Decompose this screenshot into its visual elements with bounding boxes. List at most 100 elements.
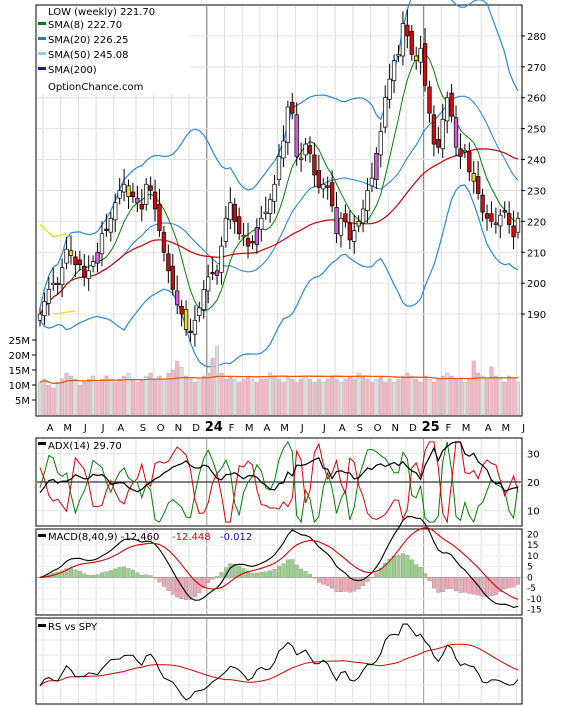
macd-hist-bar [86,574,91,578]
volume-bar [334,378,339,416]
macd-hist-bar [157,577,162,583]
candle-body [506,213,512,225]
macd-hist-bar [170,577,175,595]
candle-body [303,143,308,156]
volume-bar [440,375,445,416]
legend-swatch [38,37,46,40]
candle-body [241,234,246,238]
volume-bar [175,360,180,416]
x-tick-label: 24 [205,420,223,435]
volume-bar [272,375,277,416]
volume-bar [427,378,432,416]
volume-bar [144,375,149,416]
volume-bar [77,384,82,416]
y-tick-label: 260 [527,94,546,105]
candle-body [86,270,91,279]
candle-body [502,210,507,213]
candle-body [365,190,370,211]
candle-body [55,282,60,286]
volume-bar [161,378,166,416]
candle-body [95,251,100,264]
macd-hist-bar [263,571,268,578]
y-tick-label: 30 [527,449,540,460]
volume-bar [516,381,520,416]
volume-bar [383,381,388,416]
macd-hist-bar [369,577,374,579]
x-tick-label: M [462,423,471,434]
volume-bar [511,378,516,416]
macd-hist-bar [303,571,308,578]
y-tick-label: 220 [527,217,546,228]
x-tick-label: J [521,423,525,434]
volume-bar [321,381,326,416]
volume-bar [436,378,441,416]
rs-line [39,623,519,701]
x-tick-label: M [280,423,289,434]
candle-body [117,190,122,199]
adx-line [39,441,519,493]
candle-body [157,204,162,231]
candle-body [360,208,366,224]
y-tick-label: 15 [527,541,538,551]
volume-tick-label: 5M [15,396,30,407]
y-tick-label: 20 [527,478,540,489]
x-tick-label: N [175,423,182,434]
x-tick-label: M [502,423,511,434]
volume-bar [316,378,321,416]
volume-bar [197,378,202,416]
candle-body [170,265,175,290]
macd-hist-bar [308,573,312,578]
volume-bar [100,378,104,416]
volume-bar [108,378,113,416]
macd-hist-bar [343,577,348,592]
macd-hist-bar [396,555,401,578]
macd-hist-bar [250,572,255,578]
candle-body [144,183,149,205]
candle-body [152,191,158,210]
candle-body [281,140,286,159]
volume-bar [153,378,158,416]
volume-bar [480,375,485,416]
candle-body [489,213,494,222]
volume-bar [215,345,219,416]
volume-bar [184,375,189,416]
volume-bar [476,372,481,416]
volume-bar [86,378,91,416]
volume-bar [117,378,122,416]
volume-bar [250,378,255,416]
candle-body [250,241,255,244]
macd-hist-bar [104,571,109,578]
volume-bar [259,378,264,416]
macd-hist-bar [272,568,277,578]
volume-bar [374,378,379,416]
volume-bar [462,381,467,416]
candle-body [418,47,423,63]
candle-body [197,307,202,316]
x-tick-label: O [157,423,165,434]
volume-bar [139,378,144,416]
volume-bar [135,381,140,416]
volume-bar [445,372,450,416]
y-tick-label: 200 [527,279,546,290]
candle-body [192,319,198,335]
x-tick-label: F [445,423,451,434]
macd-hist-bar [316,577,321,583]
sma50-line [39,148,519,315]
macd-signal: -12.448 [172,532,211,543]
macd-hist-bar [130,570,135,578]
candle-body [436,139,441,148]
adx-panel: ADX(14) 29.70 10 20 30 [35,437,540,527]
volume-bar [392,381,397,416]
macd-hist-bar [489,577,494,597]
volume-bar [498,378,503,416]
volume-bar [299,378,304,416]
candle-body [51,282,56,286]
candle-body [219,245,224,273]
macd-hist-bar [188,577,193,600]
legend-swatch [38,52,46,55]
candle-body [400,23,406,57]
y-tick-label: 10 [527,552,539,562]
legend-label: SMA(50) 245.08 [48,50,129,61]
plus-di-line [39,440,519,524]
candle-body [294,114,299,157]
